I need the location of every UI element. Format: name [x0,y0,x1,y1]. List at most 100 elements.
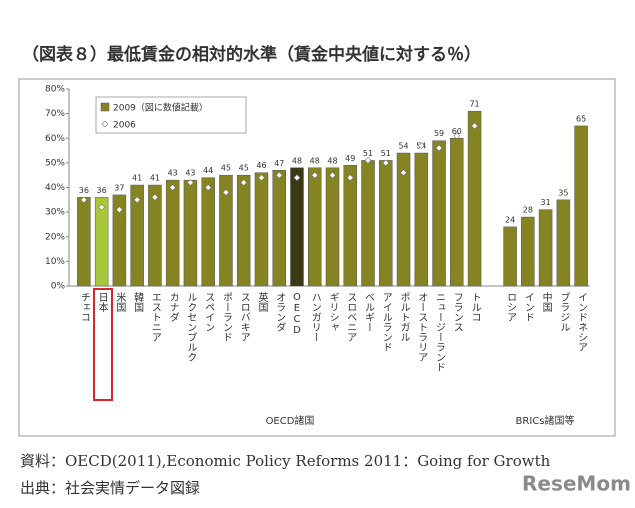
bar [574,125,588,287]
group-label: BRICs諸国等 [516,414,575,427]
chart-frame [18,78,616,437]
value-label: 41 [132,174,142,183]
y-tick-label: 50% [45,158,65,168]
x-tick-label: フランス [451,292,462,332]
value-label: 47 [274,159,284,168]
marker-2006 [275,171,283,179]
x-tick-label: 韓国 [132,292,144,313]
value-label: 45 [221,164,231,173]
y-tick-label: 40% [45,183,65,193]
legend-box [95,96,247,134]
bar [414,152,429,287]
bar [325,167,340,287]
x-tick-label: ギリシャ [327,292,338,332]
y-tick-label: 20% [45,232,65,242]
bar [379,160,393,287]
bar [183,179,198,287]
highlight-box [93,288,113,401]
x-tick-label: エストニア [149,292,161,342]
bar [307,167,322,287]
x-tick-label: 英国 [256,291,268,313]
x-tick-label: トルコ [469,292,481,322]
marker-2006 [151,193,159,201]
bar [556,199,571,287]
value-label: 49 [345,154,355,163]
marker-2006 [346,174,354,182]
value-label: 44 [203,166,213,175]
chart-title: （図表８）最低賃金の相対的水準（賃金中央値に対する％） [22,44,481,65]
bar [165,179,180,287]
x-tick-label: スロバキア [238,292,250,342]
marker-2006 [417,142,425,150]
x-tick-label: ポーランド [220,292,232,342]
marker-2006 [329,171,336,179]
x-tick-label: オーストラリア [416,292,427,362]
legend-swatch [100,102,110,112]
value-label: 36 [79,186,89,195]
marker-2006 [80,196,88,204]
x-tick-label: OECD [291,292,302,336]
bar [503,226,517,287]
x-tick-label: スペイン [203,292,215,332]
marker-2006 [98,203,106,211]
bar [77,197,91,287]
bar [219,174,233,287]
bar [94,197,109,287]
value-label: 48 [310,156,320,165]
bar [201,177,215,287]
value-label: 35 [558,188,568,197]
value-label: 41 [150,174,160,183]
y-tick-label: 0% [51,282,66,292]
value-label: 48 [292,156,302,165]
x-tick-label: スロベニア [345,292,357,342]
marker-2006 [115,206,123,214]
value-label: 24 [505,215,515,224]
y-tick-label: 60% [45,134,65,144]
bar [467,110,482,287]
x-tick-label: ロシア [505,292,516,322]
marker-2006 [471,122,478,130]
credit-note: 出典：社会実情データ図録 [20,479,200,497]
bar [112,194,127,287]
legend-label: 2009（図に数値記載） [113,102,208,114]
x-tick-label: ポルトガル [398,292,410,342]
value-label: 48 [327,156,337,165]
watermark: ReseMom [522,472,631,496]
value-label: 51 [363,149,373,158]
bar [254,172,269,287]
bar [290,167,304,287]
value-label: 45 [239,164,249,173]
legend-swatch [101,120,109,128]
marker-2006 [364,156,372,164]
value-label: 46 [256,161,266,170]
x-tick-label: インド [522,292,534,322]
marker-2006 [222,189,230,196]
x-tick-label: カナダ [167,292,179,322]
marker-2006 [187,179,194,186]
marker-2006 [382,159,390,167]
marker-2006 [435,144,443,152]
x-tick-label: ブラジル [558,291,570,332]
value-label: 60 [452,127,462,136]
bar [361,160,375,287]
marker-2006 [240,179,248,186]
x-tick-label: 米国 [114,291,126,313]
x-tick-label: ハンガリー [309,292,321,342]
x-tick-label: アイルランド [380,292,392,352]
value-label: 43 [185,169,195,178]
y-tick-label: 80% [45,85,65,95]
legend-label: 2006 [113,121,136,131]
value-label: 37 [114,183,124,192]
value-label: 43 [168,169,178,178]
x-tick-label: インドネシア [576,292,588,352]
bar [450,138,464,287]
marker-2006 [400,169,407,177]
x-tick-label: 日本 [96,292,108,313]
source-note: 資料：OECD(2011),Economic Policy Reforms 20… [20,452,551,470]
x-tick-label: ニュージーランド [434,292,445,372]
value-label: 28 [523,206,533,215]
marker-2006 [204,184,212,191]
bar [130,184,144,287]
value-label: 65 [576,114,586,123]
x-tick-label: ベルギー [363,292,375,332]
